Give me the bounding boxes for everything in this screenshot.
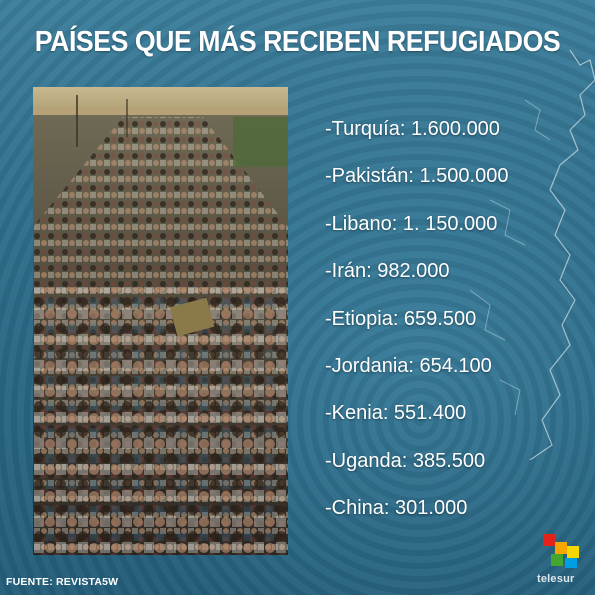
list-item: -Etiopia: 659.500 [325, 308, 477, 330]
list-item: -Uganda: 385.500 [325, 450, 486, 472]
list-item: -Libano: 1. 150.000 [325, 213, 498, 235]
refugee-crowd-photo [33, 87, 288, 555]
list-item: -Jordania: 654.100 [325, 355, 492, 377]
telesur-logo-text: telesur [537, 573, 575, 585]
list-item: -Irán: 982.000 [325, 260, 450, 282]
list-item: -China: 301.000 [325, 497, 468, 519]
telesur-squares-icon [543, 534, 579, 568]
list-item: -Kenia: 551.400 [325, 402, 467, 424]
list-item: -Turquía: 1.600.000 [325, 118, 500, 140]
list-item: -Pakistán: 1.500.000 [325, 165, 509, 187]
map-outline-icon [469, 49, 595, 460]
source-credit: FUENTE: REVISTA5W [6, 576, 119, 588]
page-title: PAÍSES QUE MÁS RECIBEN REFUGIADOS [34, 26, 561, 58]
